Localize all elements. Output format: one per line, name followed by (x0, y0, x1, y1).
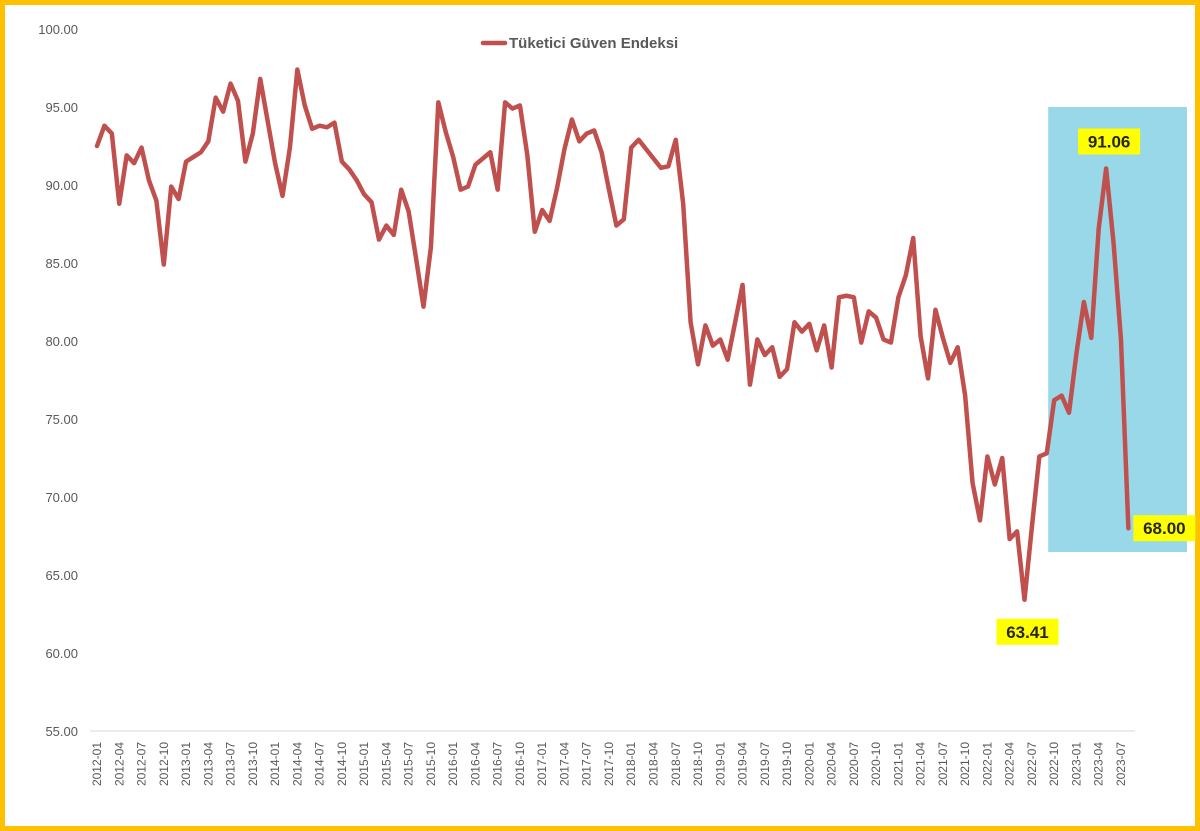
x-tick-label: 2012-07 (135, 742, 149, 786)
annotations: 63.41 91.06 68.00 (996, 128, 1196, 645)
x-tick-label: 2015-10 (424, 742, 438, 786)
series-line (94, 67, 1131, 603)
x-tick-label: 2019-01 (713, 742, 727, 786)
x-tick-label: 2019-10 (780, 742, 794, 786)
y-axis: 55.00 60.00 65.00 70.00 75.00 80.00 85.00 90.00… (38, 22, 78, 739)
x-tick-label: 2019-07 (758, 742, 772, 786)
x-tick-label: 2020-10 (869, 742, 883, 786)
x-tick-label: 2015-01 (357, 742, 371, 786)
x-tick-label: 2017-10 (602, 742, 616, 786)
x-tick-label: 2013-07 (224, 742, 238, 786)
x-tick-label: 2016-01 (446, 742, 460, 786)
data-label-background (1133, 515, 1196, 542)
data-label: 91.06 (1088, 132, 1131, 151)
x-tick-label: 2018-04 (647, 742, 661, 786)
y-tick-label: 65.00 (45, 568, 78, 583)
x-tick-label: 2021-10 (958, 742, 972, 786)
data-label: 63.41 (1006, 623, 1049, 642)
y-tick-label: 60.00 (45, 646, 78, 661)
data-label-background (996, 618, 1059, 645)
x-tick-label: 2022-01 (980, 742, 994, 786)
y-tick-label: 100.00 (38, 22, 78, 37)
x-tick-label: 2016-07 (491, 742, 505, 786)
x-tick-label: 2014-07 (313, 742, 327, 786)
x-tick-label: 2012-01 (90, 742, 104, 786)
x-tick-label: 2012-04 (112, 742, 126, 786)
x-tick-label: 2020-07 (847, 742, 861, 786)
data-label-background (1078, 128, 1141, 155)
x-tick-label: 2020-04 (825, 742, 839, 786)
x-tick-label: 2018-07 (669, 742, 683, 786)
x-tick-label: 2013-04 (201, 742, 215, 786)
x-tick-label: 2021-04 (914, 742, 928, 786)
x-tick-label: 2013-10 (246, 742, 260, 786)
x-tick-label: 2021-07 (936, 742, 950, 786)
x-tick-label: 2014-01 (268, 742, 282, 786)
x-tick-label: 2019-04 (736, 742, 750, 786)
x-tick-label: 2015-04 (379, 742, 393, 786)
y-tick-label: 95.00 (45, 100, 78, 115)
y-tick-label: 80.00 (45, 334, 78, 349)
x-tick-label: 2020-01 (802, 742, 816, 786)
x-tick-label: 2023-01 (1069, 742, 1083, 786)
x-tick-label: 2022-07 (1025, 742, 1039, 786)
data-label: 68.00 (1143, 519, 1186, 538)
x-tick-label: 2022-10 (1047, 742, 1061, 786)
legend: Tüketici Güven Endeksi (480, 35, 678, 52)
x-tick-label: 2016-10 (513, 742, 527, 786)
x-tick-label: 2021-01 (891, 742, 905, 786)
x-tick-label: 2018-01 (624, 742, 638, 786)
x-tick-label: 2014-10 (335, 742, 349, 786)
x-tick-label: 2017-04 (557, 742, 571, 786)
x-tick-label: 2015-07 (402, 742, 416, 786)
y-tick-label: 55.00 (45, 724, 78, 739)
x-tick-label: 2022-04 (1003, 742, 1017, 786)
highlight-region (1048, 107, 1187, 552)
series-points (96, 69, 1129, 600)
x-tick-label: 2018-10 (691, 742, 705, 786)
y-tick-label: 85.00 (45, 256, 78, 271)
y-tick-label: 90.00 (45, 178, 78, 193)
x-tick-label: 2023-04 (1092, 742, 1106, 786)
x-tick-label: 2017-01 (535, 742, 549, 786)
x-axis: 2012-01 2012-04 2012-07 2012-10 2013-01 2013-… (90, 742, 1128, 786)
legend-label: Tüketici Güven Endeksi (509, 35, 678, 52)
x-tick-label: 2023-07 (1114, 742, 1128, 786)
x-tick-label: 2012-10 (157, 742, 171, 786)
y-tick-label: 70.00 (45, 490, 78, 505)
x-tick-label: 2013-01 (179, 742, 193, 786)
x-tick-label: 2016-04 (468, 742, 482, 786)
y-tick-label: 75.00 (45, 412, 78, 427)
x-tick-label: 2017-07 (580, 742, 594, 786)
x-tick-label: 2014-04 (290, 742, 304, 786)
